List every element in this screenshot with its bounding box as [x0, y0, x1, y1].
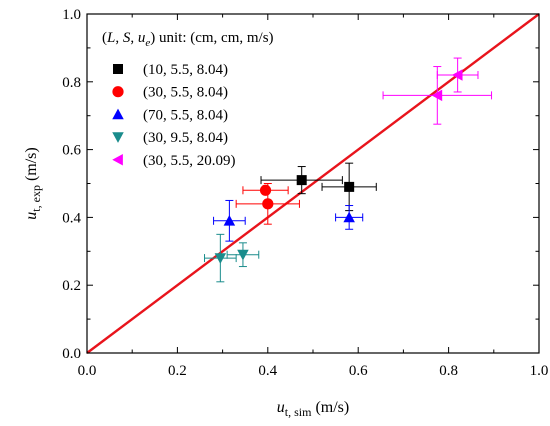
y-tick-label: 0.0 — [62, 346, 81, 362]
series-2 — [235, 183, 300, 225]
y-axis-label: ut, exp (m/s) — [23, 147, 43, 219]
legend-title-var: u — [138, 30, 146, 46]
legend-title-var: S — [123, 30, 131, 46]
data-point — [343, 211, 355, 223]
legend-title: (L, S, ue) unit: (cm, cm, m/s) — [102, 30, 274, 49]
legend-marker — [113, 64, 123, 74]
x-tick-label: 0.8 — [439, 363, 458, 379]
data-point — [296, 175, 307, 186]
plot-layer: 0.0 0.2 0.4 0.6 0.8 1.0 0.0 0.2 0.4 0.6 0.8 1.0 (L, … — [23, 7, 548, 419]
data-point — [344, 181, 355, 192]
legend-title-sub: e — [145, 37, 150, 49]
legend-title-part: , — [130, 30, 138, 46]
legend-label: (30, 5.5, 8.04) — [143, 85, 228, 101]
series-4 — [204, 233, 260, 283]
data-point — [431, 89, 443, 102]
legend-title-var: L — [106, 30, 115, 46]
series-1 — [260, 162, 377, 212]
legend-title-part: , — [115, 30, 123, 46]
legend-marker — [112, 108, 124, 120]
data-point — [223, 215, 236, 226]
reference-line — [86, 13, 540, 354]
plot-frame — [86, 13, 540, 354]
y-axis-label-main: u — [23, 212, 40, 220]
y-tick-label: 0.6 — [62, 143, 81, 159]
legend: (L, S, ue) unit: (cm, cm, m/s) (10, 5.5, … — [102, 30, 274, 169]
x-tick-label: 1.0 — [530, 363, 549, 379]
series-5 — [382, 57, 493, 125]
legend-label: (30, 9.5, 8.04) — [143, 130, 228, 146]
legend-label: (10, 5.5, 8.04) — [143, 62, 228, 78]
x-tick-label: 0.0 — [78, 363, 97, 379]
y-axis-label-sub: t, exp — [29, 185, 43, 212]
y-tick-label: 1.0 — [62, 7, 81, 23]
data-point — [214, 253, 227, 264]
x-tick-label: 0.2 — [168, 363, 187, 379]
x-axis-label: ut, sim (m/s) — [277, 399, 349, 419]
data-point — [237, 249, 249, 261]
y-axis-label-unit: (m/s) — [23, 147, 40, 185]
x-axis-label-unit: (m/s) — [311, 399, 349, 416]
data-point — [451, 69, 463, 81]
data-point — [259, 184, 272, 196]
legend-label: (30, 5.5, 20.09) — [143, 153, 236, 169]
legend-label: (70, 5.5, 8.04) — [143, 107, 228, 123]
legend-marker — [112, 132, 124, 143]
y-tick-label: 0.8 — [62, 75, 81, 91]
x-tick-label: 0.6 — [349, 363, 368, 379]
data-point — [262, 198, 274, 210]
y-tick-label: 0.2 — [62, 278, 81, 294]
series-3 — [213, 199, 364, 242]
x-axis-label-main: u — [277, 399, 285, 416]
legend-title-part: ( — [102, 30, 107, 46]
legend-title-part: ) unit: (cm, cm, m/s) — [150, 30, 273, 46]
y-tick-label: 0.4 — [62, 210, 81, 226]
legend-marker — [112, 154, 123, 166]
x-axis-label-sub: t, sim — [285, 405, 312, 419]
x-tick-label: 0.4 — [258, 363, 277, 379]
legend-marker — [112, 86, 124, 98]
